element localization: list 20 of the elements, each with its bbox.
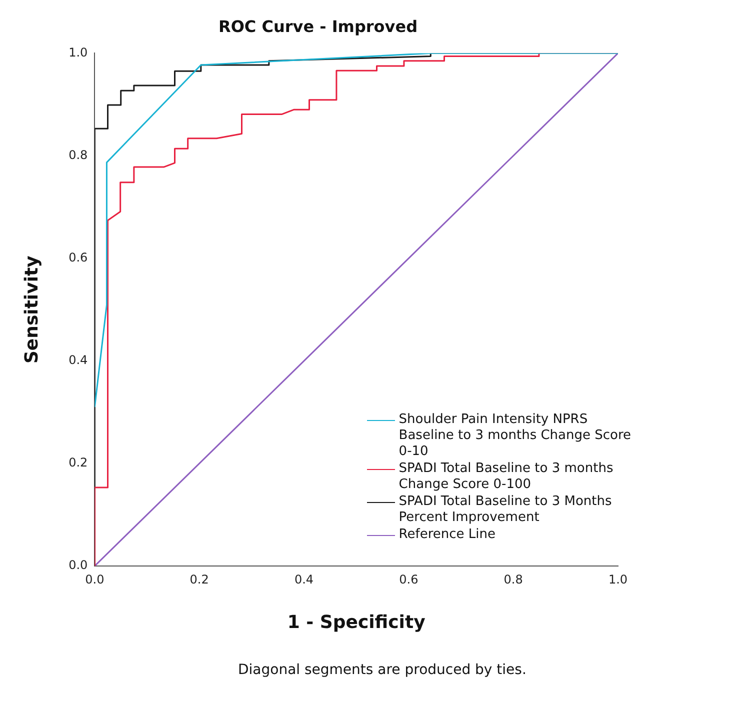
y-tick-label: 0.2 bbox=[68, 456, 88, 470]
y-tick-label: 0.8 bbox=[68, 148, 88, 162]
legend-label: Shoulder Pain Intensity NPRS Baseline to 3 months Change Score 0-10 bbox=[398, 412, 632, 460]
legend-label: Reference Line bbox=[398, 527, 496, 544]
x-axis-title: 1 - Specificity bbox=[287, 612, 426, 633]
y-tick-label: 1.0 bbox=[68, 45, 88, 60]
x-tick-label: 0.2 bbox=[190, 572, 209, 586]
y-axis-title: Sensitivity bbox=[21, 255, 42, 364]
x-tick-label: 1.0 bbox=[608, 572, 628, 586]
x-tick-label: 0.6 bbox=[399, 572, 418, 586]
y-tick-label: 0.0 bbox=[68, 558, 88, 572]
text: Diagonal segments are produced by ties. bbox=[238, 662, 528, 678]
x-tick-label: 0.8 bbox=[504, 572, 523, 586]
legend-label: SPADI Total Baseline to 3 Months Percent Improvement bbox=[398, 494, 613, 526]
y-tick-label: 0.6 bbox=[68, 250, 88, 264]
x-tick-label: 0.4 bbox=[294, 572, 314, 586]
legend-label: SPADI Total Baseline to 3 months Change Score 0-100 bbox=[398, 461, 614, 494]
chart-title: ROC Curve - Improved bbox=[218, 16, 418, 36]
x-tick-label: 0.0 bbox=[85, 572, 104, 586]
y-tick-label: 0.4 bbox=[68, 353, 88, 368]
